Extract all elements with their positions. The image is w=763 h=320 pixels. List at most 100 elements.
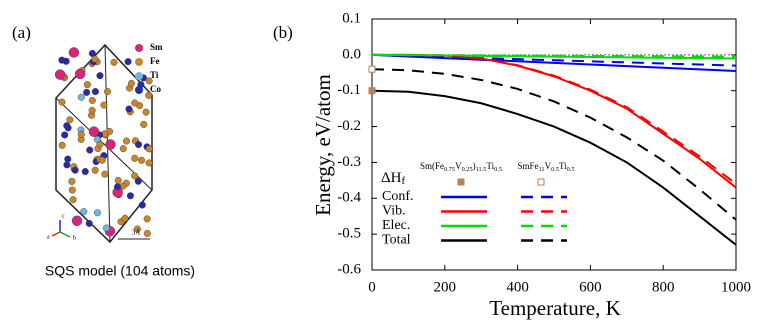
panel-label: (b): [273, 23, 293, 42]
atom: [97, 72, 104, 79]
atom: [63, 122, 70, 129]
x-tick-label: 800: [652, 279, 675, 295]
x-tick-label: 600: [579, 279, 602, 295]
atom: [139, 202, 146, 209]
legend-text-part: f: [401, 176, 405, 187]
atom: [146, 146, 153, 153]
atom: [101, 102, 108, 109]
legend-text-part: 11.5: [476, 166, 487, 173]
atom: [146, 160, 153, 167]
atom: [86, 220, 93, 227]
legend-label: Co: [150, 84, 161, 94]
atom: [111, 59, 118, 66]
legend-text-part: 0.75: [444, 166, 455, 173]
atom: [135, 141, 142, 148]
atom: [75, 69, 85, 79]
legend-swatch: [135, 58, 143, 66]
atom: [138, 157, 145, 164]
atom: [61, 132, 68, 139]
atom: [128, 80, 135, 87]
legend-swatch: [135, 86, 143, 94]
x-tick-label: 200: [434, 279, 457, 295]
atom: [81, 208, 88, 215]
atom: [89, 97, 96, 104]
atom: [86, 147, 93, 154]
atom: [89, 127, 99, 137]
legend-text-part: SmFe: [517, 161, 538, 171]
atom: [143, 109, 150, 116]
y-tick-label: 0.1: [342, 10, 361, 26]
y-tick-label: -0.4: [337, 190, 361, 206]
atom: [115, 177, 122, 184]
atom: [123, 138, 130, 145]
y-tick-label: -0.3: [337, 154, 361, 170]
atom: [92, 56, 99, 63]
legend-header: Sm(Fe0.75V0.25)11.5Ti0.5: [420, 161, 502, 173]
legend-label: Ti: [150, 70, 159, 80]
panel-label: (a): [12, 23, 31, 42]
scale-label: 3Å: [132, 229, 141, 237]
atom: [144, 216, 151, 223]
atom: [83, 89, 90, 96]
legend-text-part: 0.5: [567, 166, 575, 173]
atom: [105, 139, 115, 149]
formation-marker: [369, 66, 375, 72]
y-tick-label: -0.1: [337, 82, 361, 98]
atom: [69, 47, 79, 57]
atom: [102, 171, 109, 178]
atom: [94, 209, 101, 216]
x-axis-label: Temperature, K: [489, 296, 620, 320]
atom: [84, 81, 91, 88]
atom: [89, 107, 96, 114]
axis-arrow: [60, 232, 70, 237]
y-tick-label: -0.6: [337, 261, 361, 277]
atom: [140, 121, 147, 128]
formation-marker: [369, 88, 375, 94]
y-axis-label: Energy, eV/atom: [311, 74, 335, 216]
panel-a: (a) SmFeTiCocba3ÅSQS model (104 atoms): [12, 23, 195, 279]
legend-text-part: 0.25: [462, 166, 473, 173]
atom: [131, 100, 138, 107]
atom: [69, 187, 76, 194]
legend-swatch: [135, 72, 143, 80]
caption: SQS model (104 atoms): [45, 263, 195, 279]
atom: [131, 155, 138, 162]
atom: [69, 178, 76, 185]
atom: [67, 116, 74, 123]
y-tick-label: 0.0: [342, 46, 361, 62]
axis-letter: a: [47, 234, 50, 240]
legend-label: Fe: [150, 56, 160, 66]
y-tick-label: -0.5: [337, 226, 361, 242]
atom: [131, 173, 138, 180]
legend-text-part: 0.5: [494, 166, 502, 173]
atom: [72, 167, 79, 174]
atom: [125, 58, 132, 65]
x-tick-label: 400: [506, 279, 529, 295]
axis-arrow: [52, 232, 60, 236]
atom: [70, 196, 77, 203]
x-tick-label: 1000: [721, 279, 751, 295]
legend-header: ΔHf: [381, 170, 405, 187]
atom: [64, 162, 71, 169]
atom: [82, 168, 89, 175]
legend-swatch: [135, 44, 143, 52]
atom: [59, 142, 66, 149]
legend-marker: [538, 179, 544, 185]
legend-label: Elec.: [382, 218, 410, 233]
atom: [92, 167, 99, 174]
legend-label: Vib.: [382, 204, 406, 219]
atom: [63, 58, 70, 65]
atom: [92, 88, 99, 95]
atom: [59, 99, 66, 106]
x-tick-label: 0: [368, 279, 376, 295]
legend-marker: [458, 179, 464, 185]
atom: [122, 215, 129, 222]
legend-text-part: 0.5: [551, 166, 559, 173]
legend-label: Sm: [150, 42, 163, 52]
atom: [97, 141, 104, 148]
atom: [120, 145, 127, 152]
legend-label: Total: [382, 233, 411, 248]
atom: [78, 131, 85, 138]
y-tick-label: -0.2: [337, 118, 361, 134]
atom: [78, 94, 85, 101]
